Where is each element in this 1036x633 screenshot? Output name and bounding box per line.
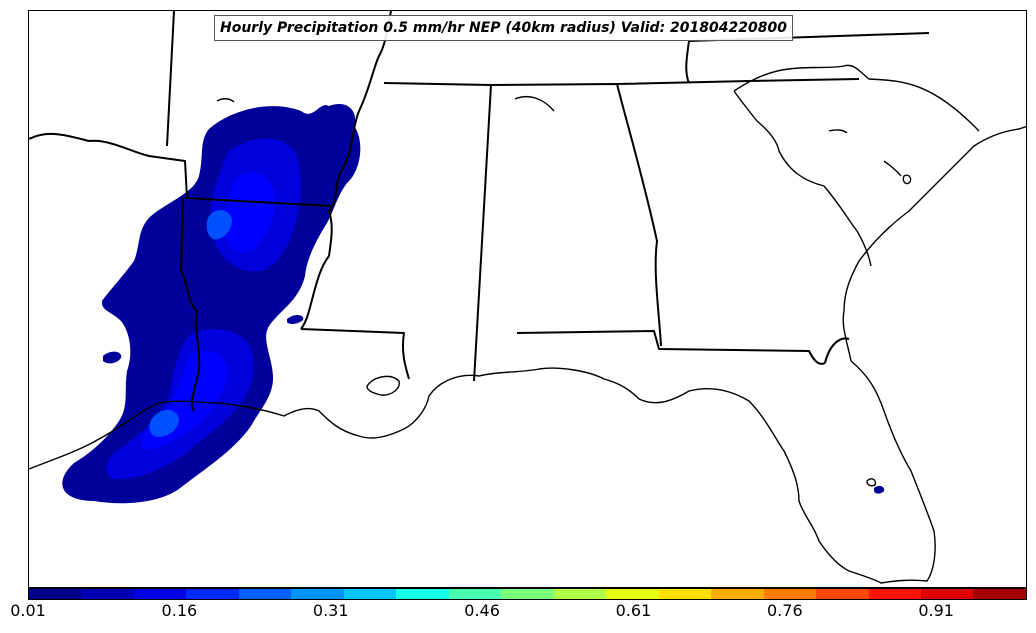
colorbar-segment xyxy=(658,589,712,599)
map-title: Hourly Precipitation 0.5 mm/hr NEP (40km… xyxy=(214,15,793,41)
colorbar-tick-label: 0.61 xyxy=(615,601,652,620)
colorbar-segment xyxy=(396,589,449,599)
colorbar-segment xyxy=(29,589,82,599)
colorbar-tick-label: 0.16 xyxy=(161,601,198,620)
precip-level-1b xyxy=(103,351,122,364)
colorbar-tick-label: 0.01 xyxy=(10,601,46,620)
colorbar-segment xyxy=(343,589,397,599)
colorbar-segment xyxy=(763,589,817,599)
precip-level-4 xyxy=(206,209,232,240)
colorbar-segment xyxy=(501,589,554,599)
map-panel xyxy=(28,10,1027,588)
map-canvas xyxy=(29,11,1026,584)
colorbar-segment xyxy=(816,589,869,599)
colorbar-segment xyxy=(291,589,344,599)
colorbar-tick-label: 0.46 xyxy=(464,601,500,620)
colorbar-tick-label: 0.91 xyxy=(918,601,954,620)
colorbar-tick-label: 0.31 xyxy=(312,601,349,620)
colorbar-segment xyxy=(606,589,659,599)
colorbar-segment xyxy=(81,589,134,599)
precip-level-3 xyxy=(224,172,275,253)
colorbar-segment xyxy=(448,589,502,599)
colorbar-segment xyxy=(186,589,239,599)
precip-level-1c xyxy=(287,314,304,325)
colorbar xyxy=(28,588,1027,600)
colorbar-segment xyxy=(973,589,1026,599)
precip-level-1d xyxy=(874,485,885,494)
precip-level-1 xyxy=(62,103,361,504)
colorbar-segment xyxy=(868,589,921,599)
colorbar-segment xyxy=(553,589,607,599)
colorbar-tick-label: 0.76 xyxy=(767,601,803,620)
colorbar-ticks: 0.01 0.16 0.31 0.46 0.61 0.76 0.91 xyxy=(0,600,1036,633)
coastlines xyxy=(29,64,1026,584)
colorbar-segment xyxy=(133,589,187,599)
colorbar-segment xyxy=(238,589,292,599)
precip-level-4b xyxy=(149,409,179,437)
colorbar-segment xyxy=(711,589,764,599)
state-borders xyxy=(29,11,930,412)
colorbar-segment xyxy=(920,589,974,599)
